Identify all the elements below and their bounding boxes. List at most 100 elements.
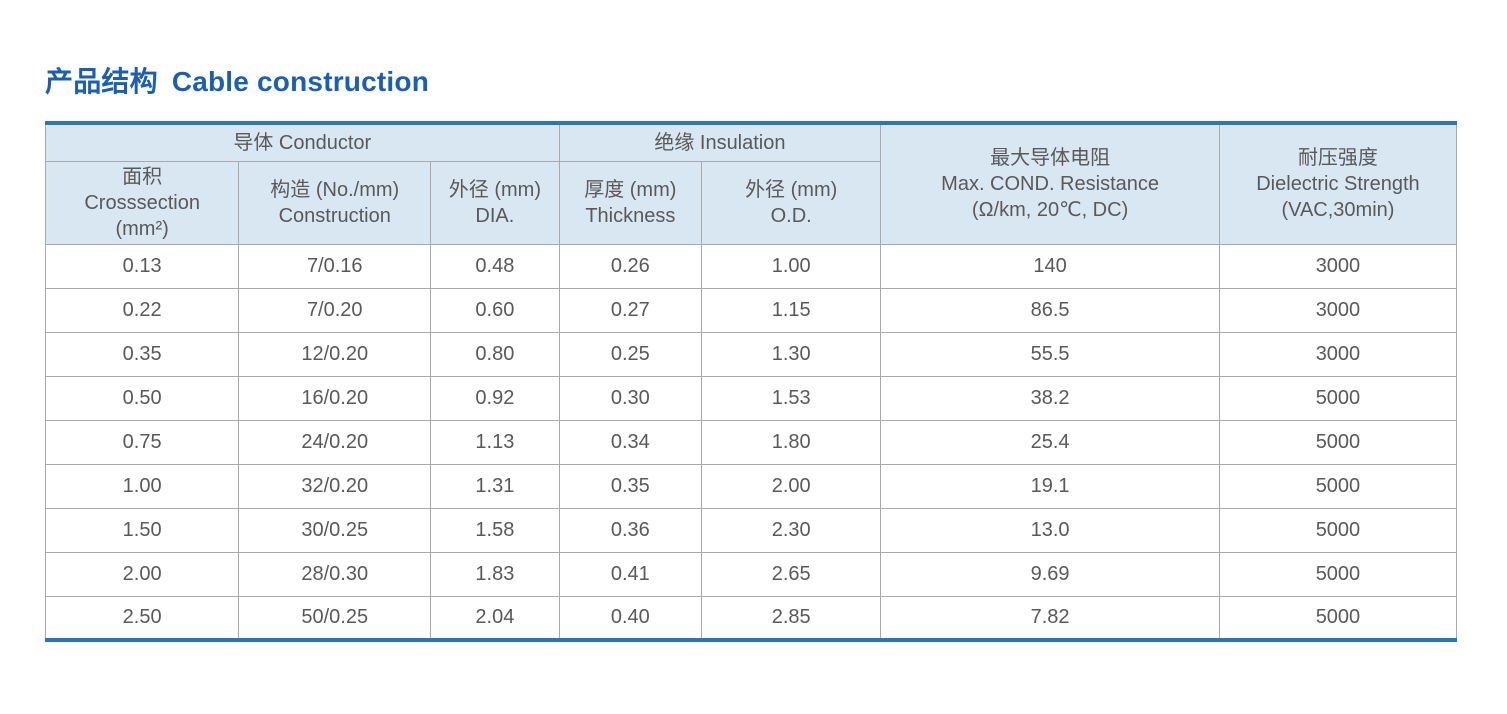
cell: 2.65	[701, 551, 882, 597]
cell: 5000	[1218, 419, 1458, 465]
cell: 0.80	[430, 331, 560, 377]
cell: 1.50	[44, 507, 240, 553]
header-col-od: 外径 (mm) O.D.	[701, 160, 882, 245]
cell: 5000	[1218, 551, 1458, 597]
cell: 1.15	[701, 287, 882, 333]
header-od-line1: 外径 (mm)	[745, 178, 838, 201]
cell: 1.00	[701, 243, 882, 289]
table-row: 0.22 7/0.20 0.60 0.27 1.15 86.5 3000	[44, 287, 1458, 333]
header-dielectric-line3: (VAC,30min)	[1281, 199, 1395, 222]
page-title-en: Cable construction	[171, 66, 429, 97]
cell: 2.00	[44, 551, 240, 597]
cell: 86.5	[880, 287, 1220, 333]
cell: 2.00	[701, 463, 882, 509]
header-col-dia: 外径 (mm) DIA.	[430, 160, 560, 245]
cell: 1.53	[701, 375, 882, 421]
page: 产品结构 Cable construction 导体 Conductor 绝缘 I…	[44, 60, 1458, 642]
cell: 7.82	[880, 595, 1220, 641]
header-construction-line2: Construction	[278, 204, 391, 227]
header-resistance-line1: 最大导体电阻	[990, 147, 1111, 170]
header-thickness-line2: Thickness	[585, 204, 676, 227]
cable-construction-table: 导体 Conductor 绝缘 Insulation 最大导体电阻 Max. C…	[44, 121, 1458, 642]
cell: 28/0.30	[238, 551, 432, 597]
cell: 24/0.20	[238, 419, 432, 465]
cell: 7/0.16	[238, 243, 432, 289]
cell: 30/0.25	[238, 507, 432, 553]
cell: 1.30	[701, 331, 882, 377]
cell: 5000	[1218, 463, 1458, 509]
header-col-thickness: 厚度 (mm) Thickness	[558, 160, 703, 245]
header-crosssection-line1: 面积	[122, 165, 163, 188]
header-resistance-line2: Max. COND. Resistance	[941, 173, 1159, 196]
cell: 2.85	[701, 595, 882, 641]
cell: 1.58	[430, 507, 560, 553]
header-group-conductor: 导体 Conductor	[45, 122, 560, 162]
cell: 12/0.20	[238, 331, 432, 377]
cell: 0.22	[44, 287, 240, 333]
cell: 32/0.20	[238, 463, 432, 509]
table-row: 0.13 7/0.16 0.48 0.26 1.00 140 3000	[44, 243, 1458, 289]
page-title: 产品结构 Cable construction	[45, 60, 1457, 100]
header-dielectric-line2: Dielectric Strength	[1256, 173, 1420, 196]
cell: 3000	[1218, 287, 1458, 333]
table-row: 2.00 28/0.30 1.83 0.41 2.65 9.69 5000	[44, 551, 1458, 597]
cell: 1.80	[701, 419, 882, 465]
cell: 5000	[1218, 595, 1458, 641]
header-dielectric-line1: 耐压强度	[1297, 147, 1378, 170]
cell: 0.92	[430, 375, 560, 421]
cell: 25.4	[880, 419, 1220, 465]
table-row: 1.00 32/0.20 1.31 0.35 2.00 19.1 5000	[44, 463, 1458, 509]
header-group-row: 导体 Conductor 绝缘 Insulation 最大导体电阻 Max. C…	[45, 122, 1458, 245]
cell: 5000	[1218, 507, 1458, 553]
cell: 0.35	[558, 463, 703, 509]
header-resistance-line3: (Ω/km, 20℃, DC)	[971, 199, 1129, 222]
cell: 1.31	[430, 463, 560, 509]
cell: 1.13	[430, 419, 560, 465]
cell: 0.26	[558, 243, 703, 289]
table-row: 0.50 16/0.20 0.92 0.30 1.53 38.2 5000	[44, 375, 1458, 421]
cell: 7/0.20	[238, 287, 432, 333]
cell: 0.30	[558, 375, 703, 421]
header-col-construction: 构造 (No./mm) Construction	[238, 160, 432, 245]
cell: 9.69	[880, 551, 1220, 597]
header-dia-line2: DIA.	[475, 204, 515, 227]
header-od-line2: O.D.	[770, 204, 812, 227]
cell: 0.34	[558, 419, 703, 465]
header-construction-line1: 构造 (No./mm)	[270, 178, 400, 201]
cell: 0.35	[44, 331, 240, 377]
cell: 38.2	[880, 375, 1220, 421]
header-col-dielectric: 耐压强度 Dielectric Strength (VAC,30min)	[1218, 122, 1458, 245]
cell: 0.60	[430, 287, 560, 333]
cell: 2.04	[430, 595, 560, 641]
cell: 13.0	[880, 507, 1220, 553]
header-crosssection-line3: (mm²)	[115, 217, 169, 240]
cell: 3000	[1218, 331, 1458, 377]
cell: 3000	[1218, 243, 1458, 289]
cell: 0.50	[44, 375, 240, 421]
cell: 2.30	[701, 507, 882, 553]
table-header: 导体 Conductor 绝缘 Insulation 最大导体电阻 Max. C…	[44, 122, 1458, 245]
table-row: 1.50 30/0.25 1.58 0.36 2.30 13.0 5000	[44, 507, 1458, 553]
cell: 140	[880, 243, 1220, 289]
cell: 0.36	[558, 507, 703, 553]
cell: 0.13	[44, 243, 240, 289]
cell: 0.48	[430, 243, 560, 289]
cell: 0.40	[558, 595, 703, 641]
cell: 1.00	[44, 463, 240, 509]
header-group-insulation: 绝缘 Insulation	[558, 122, 882, 162]
header-col-resistance: 最大导体电阻 Max. COND. Resistance (Ω/km, 20℃,…	[880, 122, 1220, 245]
cell: 50/0.25	[238, 595, 432, 641]
cell: 0.41	[558, 551, 703, 597]
cell: 16/0.20	[238, 375, 432, 421]
header-thickness-line1: 厚度 (mm)	[584, 178, 677, 201]
header-dia-line1: 外径 (mm)	[448, 178, 541, 201]
cell: 19.1	[880, 463, 1220, 509]
cell: 1.83	[430, 551, 560, 597]
table-body: 0.13 7/0.16 0.48 0.26 1.00 140 3000 0.22 7/0.20 0…	[44, 243, 1458, 641]
cell: 0.75	[44, 419, 240, 465]
cell: 2.50	[44, 595, 240, 641]
table-row: 0.75 24/0.20 1.13 0.34 1.80 25.4 5000	[44, 419, 1458, 465]
cell: 55.5	[880, 331, 1220, 377]
header-sub-row: 面积 Crosssection (mm²) 构造 (No./mm) Constr…	[44, 160, 1457, 245]
header-crosssection-line2: Crosssection	[84, 191, 200, 214]
